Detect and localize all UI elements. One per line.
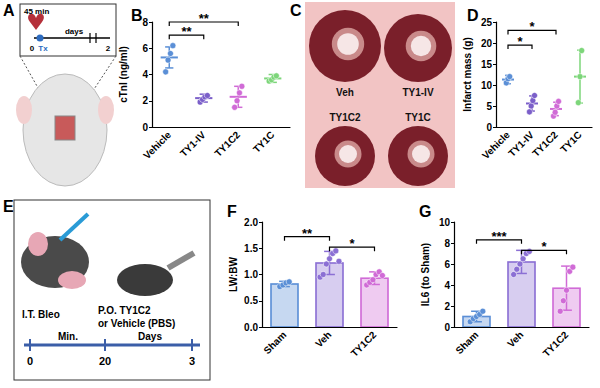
svg-text:0.0: 0.0	[244, 322, 258, 333]
svg-text:Veh: Veh	[505, 329, 525, 349]
svg-text:Infarct mass (g): Infarct mass (g)	[462, 37, 473, 111]
svg-text:6: 6	[142, 43, 148, 54]
svg-text:45 min: 45 min	[24, 7, 49, 16]
svg-text:**: **	[181, 24, 192, 39]
svg-text:Vehicle: Vehicle	[141, 129, 173, 161]
svg-text:0: 0	[486, 122, 492, 133]
svg-text:Days: Days	[138, 331, 162, 342]
svg-text:Sham: Sham	[453, 329, 480, 356]
svg-text:0.5: 0.5	[244, 295, 258, 306]
svg-text:Tx: Tx	[38, 44, 48, 53]
svg-text:F: F	[227, 203, 237, 220]
svg-text:20: 20	[481, 38, 493, 49]
svg-text:cTnI (ng/ml): cTnI (ng/ml)	[118, 46, 129, 103]
svg-text:**: **	[199, 11, 210, 26]
svg-text:8: 8	[142, 17, 148, 28]
svg-text:5: 5	[486, 101, 492, 112]
svg-text:4: 4	[142, 69, 148, 80]
svg-text:6: 6	[444, 259, 450, 270]
svg-text:TY1C: TY1C	[405, 112, 431, 123]
svg-text:I.T. Bleo: I.T. Bleo	[22, 309, 60, 320]
svg-text:***: ***	[491, 229, 507, 244]
svg-text:Veh: Veh	[336, 87, 354, 98]
svg-text:Sham: Sham	[261, 329, 288, 356]
svg-text:E: E	[3, 198, 14, 215]
svg-text:TY1C: TY1C	[251, 129, 277, 155]
svg-text:20: 20	[99, 355, 111, 367]
svg-text:or Vehicle (PBS): or Vehicle (PBS)	[98, 318, 175, 329]
svg-text:TY1C2: TY1C2	[329, 112, 361, 123]
svg-text:IL6 (to Sham): IL6 (to Sham)	[420, 243, 431, 306]
svg-text:D: D	[467, 7, 479, 24]
svg-text:days: days	[65, 27, 84, 36]
svg-text:TY1C2: TY1C2	[212, 129, 242, 159]
svg-text:P.O. TY1C2: P.O. TY1C2	[98, 305, 151, 316]
svg-text:Min.: Min.	[58, 331, 78, 342]
svg-text:TY1C2: TY1C2	[349, 329, 379, 359]
svg-text:G: G	[419, 203, 431, 220]
svg-text:0: 0	[27, 355, 33, 367]
svg-text:1.0: 1.0	[244, 269, 258, 280]
svg-text:*: *	[349, 236, 355, 251]
svg-text:TY1C: TY1C	[558, 129, 584, 155]
svg-text:TY1-IV: TY1-IV	[506, 129, 536, 159]
svg-text:*: *	[529, 19, 535, 34]
svg-text:2.0: 2.0	[244, 217, 258, 228]
svg-text:2: 2	[444, 301, 450, 312]
svg-text:4: 4	[444, 280, 450, 291]
svg-text:Vehicle: Vehicle	[480, 129, 512, 161]
svg-text:TY1C2: TY1C2	[541, 329, 571, 359]
svg-text:0: 0	[142, 122, 148, 133]
svg-text:3: 3	[189, 355, 195, 367]
svg-text:B: B	[131, 7, 143, 24]
svg-text:2: 2	[106, 44, 111, 53]
svg-text:TY1-IV: TY1-IV	[178, 129, 208, 159]
svg-text:15: 15	[481, 59, 493, 70]
svg-text:C: C	[290, 2, 302, 19]
svg-text:1.5: 1.5	[244, 243, 258, 254]
svg-text:**: **	[302, 226, 313, 241]
svg-text:25: 25	[481, 17, 493, 28]
svg-text:LW:BW: LW:BW	[228, 257, 239, 292]
svg-text:0: 0	[444, 322, 450, 333]
svg-text:2: 2	[142, 95, 148, 106]
svg-text:10: 10	[481, 80, 493, 91]
svg-text:0: 0	[30, 44, 35, 53]
svg-text:TY1-IV: TY1-IV	[402, 87, 433, 98]
svg-text:*: *	[541, 239, 547, 254]
svg-text:TY1C2: TY1C2	[530, 129, 560, 159]
svg-text:10: 10	[439, 217, 451, 228]
svg-text:Veh: Veh	[313, 329, 333, 349]
svg-text:*: *	[517, 34, 523, 49]
svg-text:8: 8	[444, 238, 450, 249]
svg-text:A: A	[3, 2, 15, 19]
